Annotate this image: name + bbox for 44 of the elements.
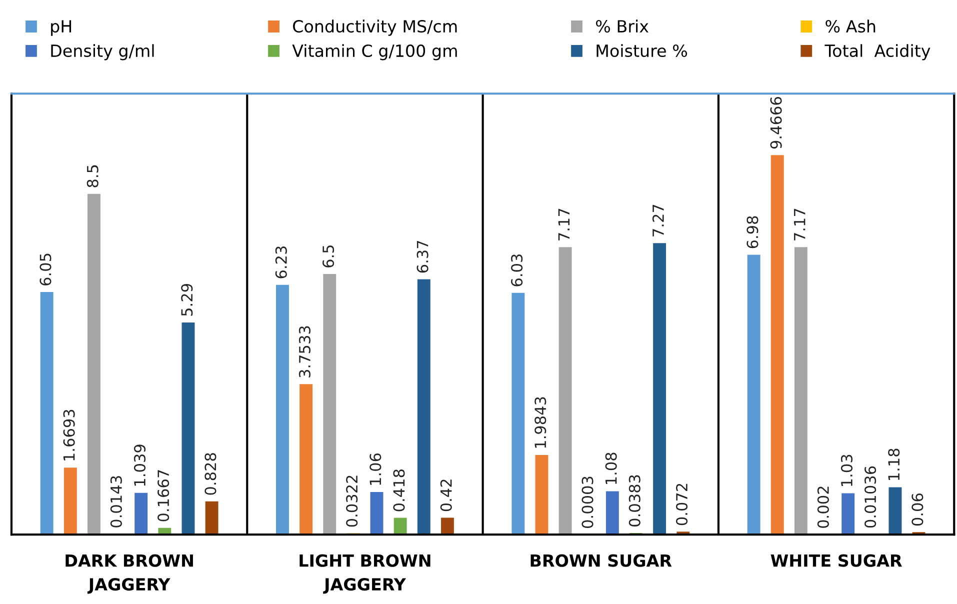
x-tick-label: LIGHT BROWN JAGGERY <box>300 554 430 594</box>
data-label: 5.29 <box>181 284 193 316</box>
data-label: 1.039 <box>134 444 146 486</box>
legend-label: Vitamin C g/100 gm <box>292 44 457 60</box>
data-label: 0.418 <box>393 470 405 512</box>
data-label: 3.7533 <box>298 326 310 378</box>
data-label: 0.1667 <box>158 470 170 522</box>
data-label: 0.002 <box>817 486 829 528</box>
data-label: 0.0383 <box>628 475 640 526</box>
data-label: 1.03 <box>840 454 853 486</box>
legend-label: % Brix <box>596 20 648 33</box>
legend-label: pH <box>51 20 72 36</box>
data-label: 0.42 <box>440 480 452 512</box>
data-label: 1.9843 <box>534 397 546 448</box>
data-label: 6.98 <box>746 216 758 248</box>
data-label: 0.0003 <box>582 476 594 528</box>
x-tick-label: DARK BROWN JAGGERY <box>66 554 193 594</box>
data-label: 6.03 <box>511 254 523 286</box>
data-label: 1.18 <box>888 448 900 480</box>
x-tick-label: WHITE SUGAR <box>770 554 902 567</box>
data-label: 9.4666 <box>770 97 782 149</box>
x-tick-label: BROWN SUGAR <box>530 554 672 567</box>
data-label: 1.06 <box>370 453 382 485</box>
legend-label: % Ash <box>826 20 876 33</box>
data-label: 1.08 <box>605 452 617 484</box>
data-label: 0.06 <box>912 494 924 526</box>
data-label: 1.6693 <box>63 410 75 460</box>
legend-label: Total Acidity <box>824 44 930 60</box>
legend-label: Moisture % <box>596 44 688 58</box>
data-label: 0.828 <box>204 453 216 495</box>
data-label: 6.37 <box>416 240 428 273</box>
data-label: 7.27 <box>652 204 664 236</box>
legend-label: Density g/ml <box>51 44 154 60</box>
data-label: 6.23 <box>275 246 287 278</box>
data-label: 7.17 <box>794 208 806 240</box>
data-label: 0.0322 <box>346 476 358 527</box>
data-label: 8.5 <box>86 165 98 188</box>
data-label: 7.17 <box>558 208 570 240</box>
data-label: 0.072 <box>676 484 688 526</box>
data-label: 6.5 <box>322 245 334 268</box>
legend-label: Conductivity MS/cm <box>293 20 457 36</box>
data-label: 0.01036 <box>864 466 876 528</box>
data-label: 6.05 <box>40 254 52 286</box>
data-label: 0.0143 <box>110 476 122 528</box>
